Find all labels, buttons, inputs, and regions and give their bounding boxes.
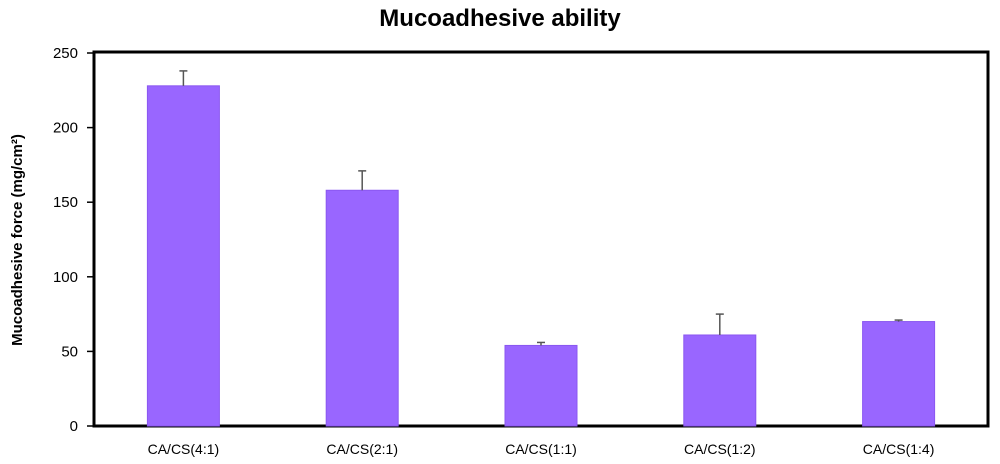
bars-group [146,70,936,427]
y-tick-label: 0 [70,418,78,435]
y-tick-label: 150 [53,194,78,211]
x-tick-label: CA/CS(2:1) [326,441,398,457]
bar [325,189,399,427]
y-axis: 0 50 100 150 200 250 [53,45,94,435]
bar [683,334,757,427]
x-tick-label: CA/CS(1:4) [863,441,935,457]
y-tick-label: 50 [61,343,78,360]
x-axis: CA/CS(4:1) CA/CS(2:1) CA/CS(1:1) CA/CS(1:2)… [148,441,935,457]
bar [146,85,220,427]
y-axis-label: Mucoadhesive force (mg/cm²) [9,134,26,346]
x-tick-label: CA/CS(1:1) [505,441,577,457]
y-tick-label: 100 [53,269,78,286]
x-tick-label: CA/CS(4:1) [148,441,220,457]
x-tick-label: CA/CS(1:2) [684,441,756,457]
bar [504,344,578,427]
chart-title: Mucoadhesive ability [379,5,621,32]
y-tick-label: 200 [53,120,78,137]
y-tick-label: 250 [53,45,78,62]
bar [862,321,936,427]
